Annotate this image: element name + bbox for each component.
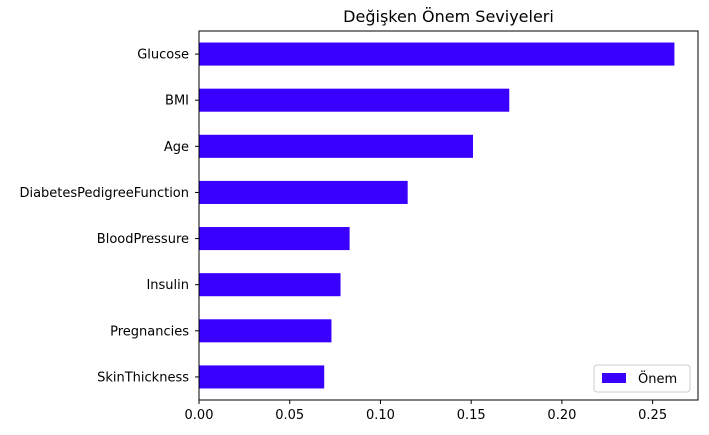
plot-frame	[198, 30, 699, 401]
y-axis: Glucose BMI Age DiabetesPedigreeFunction Blo…	[19, 48, 199, 385]
legend-label: Önem	[638, 370, 677, 387]
bars-layer	[199, 42, 675, 389]
y-tick-label-skinthickness: SkinThickness	[97, 370, 189, 385]
y-tick-label-diabetespedigreefunction: DiabetesPedigreeFunction	[19, 186, 189, 201]
legend: Önem	[593, 364, 691, 393]
y-tick-label-glucose: Glucose	[137, 48, 189, 63]
y-tick-label-pregnancies: Pregnancies	[110, 324, 189, 339]
x-tick-label-5: 0.25	[638, 408, 667, 423]
bar-bloodpressure	[199, 227, 350, 251]
bar-pregnancies	[199, 319, 332, 343]
x-axis: 0.00 0.05 0.10 0.15 0.20 0.25	[185, 400, 667, 423]
x-tick-label-3: 0.15	[457, 408, 486, 423]
x-tick-label-4: 0.20	[547, 408, 576, 423]
y-tick-label-insulin: Insulin	[146, 278, 189, 293]
legend-swatch	[602, 373, 626, 383]
legend-box	[593, 364, 691, 393]
x-tick-label-0: 0.00	[185, 408, 214, 423]
bar-diabetespedigreefunction	[199, 180, 408, 204]
bar-insulin	[199, 273, 341, 297]
bar-age	[199, 134, 473, 158]
chart-title: Değişken Önem Seviyeleri	[343, 7, 554, 26]
bar-bmi	[199, 88, 510, 112]
x-tick-label-1: 0.05	[275, 408, 304, 423]
y-tick-label-age: Age	[164, 140, 189, 155]
y-tick-label-bmi: BMI	[165, 94, 189, 109]
bar-glucose	[199, 42, 675, 66]
x-tick-label-2: 0.10	[366, 408, 395, 423]
bar-skinthickness	[199, 365, 325, 389]
y-tick-label-bloodpressure: BloodPressure	[97, 232, 189, 247]
